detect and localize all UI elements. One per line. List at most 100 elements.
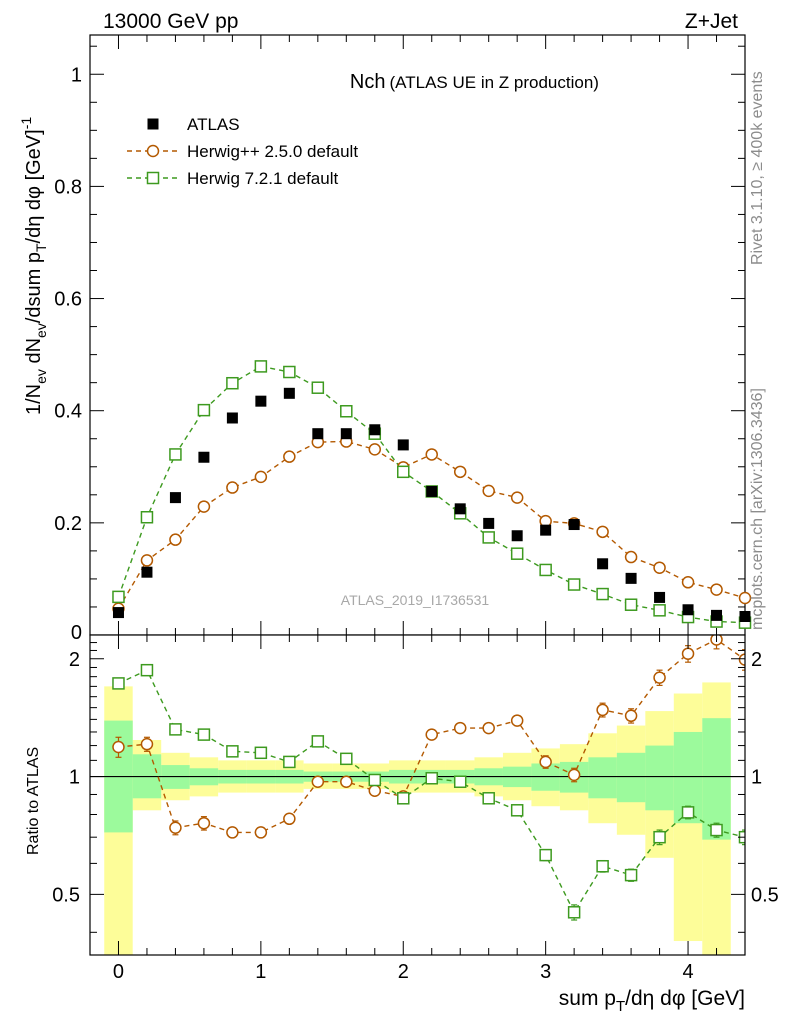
uncertainty-band-inner (588, 757, 617, 799)
data-marker (311, 381, 325, 394)
uncertainty-band-inner (616, 752, 646, 803)
ratio-y-tick-label-right: 2 (751, 649, 762, 671)
data-marker (653, 604, 666, 617)
x-axis-label: sum pT/dη dφ [GeV] (559, 987, 745, 1015)
data-marker (254, 470, 268, 484)
data-marker (425, 772, 438, 785)
data-marker (340, 775, 353, 788)
y-tick-label: 1 (71, 64, 82, 86)
legend-entry: Herwig 7.2.1 default (187, 169, 338, 188)
data-marker (254, 360, 268, 373)
data-marker (397, 465, 410, 479)
data-marker (625, 572, 637, 584)
data-marker (197, 728, 211, 741)
main-y-axis-label: 1/Nev dNev/dsum pT/dη dφ [GeV]-1 (18, 117, 49, 415)
data-marker (453, 721, 467, 735)
data-marker (312, 428, 324, 440)
ratio-y-tick-label: 0.5 (52, 884, 80, 906)
data-marker (682, 604, 694, 616)
data-marker (624, 709, 638, 723)
ratio-y-tick-label-right: 0.5 (751, 884, 779, 906)
x-tick-label: 1 (255, 961, 266, 983)
data-marker (483, 517, 495, 529)
data-marker (283, 365, 296, 379)
side-label-mcplots: mcplots.cern.ch [arXiv:1306.3436] (749, 388, 766, 630)
plot-subtitle: (ATLAS UE in Z production) (390, 73, 599, 92)
data-marker (340, 428, 352, 440)
x-tick-label: 2 (398, 961, 409, 983)
y-tick-label-zero: 0 (71, 622, 82, 644)
ratio-y-tick-label-right: 1 (751, 767, 762, 789)
ratio-panel: 0.5 0.5 1 1 2 2 0 1 2 3 4 (52, 634, 779, 983)
data-marker (539, 848, 552, 862)
ratio-y-tick-label: 2 (69, 649, 80, 671)
data-marker (311, 775, 325, 788)
legend-entry: ATLAS (187, 115, 240, 134)
data-marker (425, 448, 438, 461)
y-tick-label: 0.6 (54, 289, 82, 311)
y-tick-label: 0.4 (54, 401, 82, 423)
side-label-rivet: Rivet 3.1.10, ≥ 400k events (749, 71, 766, 265)
data-marker (311, 735, 325, 748)
y-tick-label: 0.8 (54, 176, 82, 198)
data-marker (226, 376, 239, 390)
data-marker (283, 755, 296, 769)
plot-title: Nch (350, 71, 386, 93)
data-marker (340, 752, 353, 766)
data-marker (254, 746, 268, 760)
ratio-y-tick-label: 1 (69, 767, 80, 789)
data-marker (597, 558, 609, 570)
uncertainty-band-inner (702, 718, 731, 840)
x-tick-label: 3 (540, 961, 551, 983)
data-marker (226, 745, 239, 758)
main-panel: 0.2 0.4 0.6 0.8 1 0 Nch (ATLAS UE in Z producti… (54, 34, 752, 644)
data-marker (140, 663, 154, 677)
data-marker (397, 792, 410, 805)
data-marker (340, 405, 353, 418)
data-marker (511, 530, 523, 542)
data-marker (197, 403, 211, 417)
data-marker (596, 859, 609, 873)
data-marker (596, 525, 609, 539)
data-marker (624, 550, 638, 564)
ratio-series-line (118, 638, 745, 834)
data-marker (169, 821, 182, 834)
data-marker (653, 561, 666, 574)
data-marker (197, 500, 211, 513)
ratio-plot-area (90, 635, 745, 955)
data-marker (112, 590, 125, 604)
data-marker (453, 465, 467, 479)
data-marker (169, 448, 182, 461)
data-marker (425, 728, 438, 741)
data-marker (710, 583, 723, 596)
data-marker (738, 591, 752, 605)
data-marker (426, 485, 438, 497)
data-marker (681, 647, 695, 660)
data-marker (710, 823, 723, 837)
data-marker (482, 531, 495, 544)
data-marker (454, 503, 466, 515)
data-marker (254, 826, 268, 839)
header-right: Z+Jet (685, 10, 738, 33)
x-tick-label: 4 (682, 961, 693, 983)
data-marker (141, 566, 153, 578)
data-marker (482, 721, 495, 735)
data-marker (653, 671, 666, 684)
data-marker (567, 768, 581, 782)
data-marker (226, 481, 239, 494)
data-marker (368, 773, 382, 787)
data-marker (738, 653, 745, 666)
data-marker (226, 826, 239, 839)
data-marker (140, 737, 154, 751)
data-marker (596, 587, 609, 601)
data-marker (146, 171, 160, 185)
data-marker (255, 395, 267, 407)
data-marker (654, 591, 666, 603)
data-marker (226, 412, 238, 424)
uncertainty-band-inner (645, 745, 674, 811)
axis-labels: 1/Nev dNev/dsum pT/dη dφ [GeV]-1 Ratio to… (18, 117, 745, 1015)
legend: ATLAS Herwig++ 2.5.0 default Herwig 7.2.1 … (127, 115, 358, 188)
data-marker (711, 609, 723, 621)
data-marker (681, 576, 695, 589)
